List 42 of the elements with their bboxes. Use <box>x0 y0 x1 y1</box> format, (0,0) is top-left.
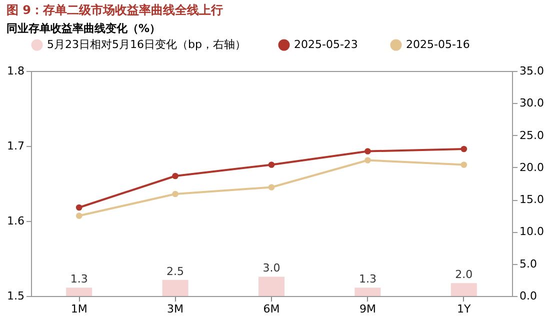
x-tick-label: 3M <box>167 302 184 316</box>
bar <box>66 288 92 296</box>
x-tick-label: 6M <box>263 302 280 316</box>
legend-label: 2025-05-16 <box>406 38 470 51</box>
chart-title: 图 9：存单二级市场收益率曲线全线上行 <box>6 3 224 17</box>
point <box>172 190 178 198</box>
data-label: 2.5 <box>166 264 184 278</box>
x-tick-label: 9M <box>359 302 376 316</box>
x-tick-label: 1Y <box>457 302 472 316</box>
y2-tick-label: 10.0 <box>520 225 544 238</box>
data-label: 3.0 <box>262 262 280 275</box>
y-tick-label: 1.6 <box>7 214 24 228</box>
point <box>76 204 82 211</box>
y-tick-label: 1.5 <box>7 290 24 302</box>
y2-tick-label: 0.0 <box>520 290 537 302</box>
point <box>268 184 275 190</box>
chart-subtitle: 同业存单收益率曲线变化（%） <box>6 22 161 35</box>
point <box>76 212 82 219</box>
y2-tick-label: 20.0 <box>520 160 544 174</box>
bar <box>450 283 477 296</box>
x-tick-label: 1M <box>70 302 88 316</box>
point <box>460 146 468 152</box>
data-label: 1.3 <box>358 272 376 286</box>
y2-tick-label: 30.0 <box>520 96 544 110</box>
data-label: 1.3 <box>70 272 88 286</box>
y2-tick-label: 15.0 <box>520 193 544 206</box>
y2-tick-label: 5.0 <box>520 257 537 270</box>
point <box>364 157 371 164</box>
legend-label: 5月23日相对5月16日变化（bp，右轴） <box>47 38 246 51</box>
point <box>268 162 275 168</box>
bar <box>258 276 284 296</box>
point <box>364 148 371 154</box>
point <box>172 172 178 180</box>
y-tick-label: 1.8 <box>7 64 24 78</box>
y2-tick-label: 35.0 <box>520 64 544 78</box>
y-tick-label: 1.7 <box>7 140 24 152</box>
legend-label: 2025-05-23 <box>294 38 358 51</box>
bar <box>162 280 188 296</box>
data-label: 2.0 <box>455 268 473 282</box>
bar <box>354 288 381 296</box>
point <box>460 162 468 168</box>
y2-tick-label: 25.0 <box>520 128 544 142</box>
